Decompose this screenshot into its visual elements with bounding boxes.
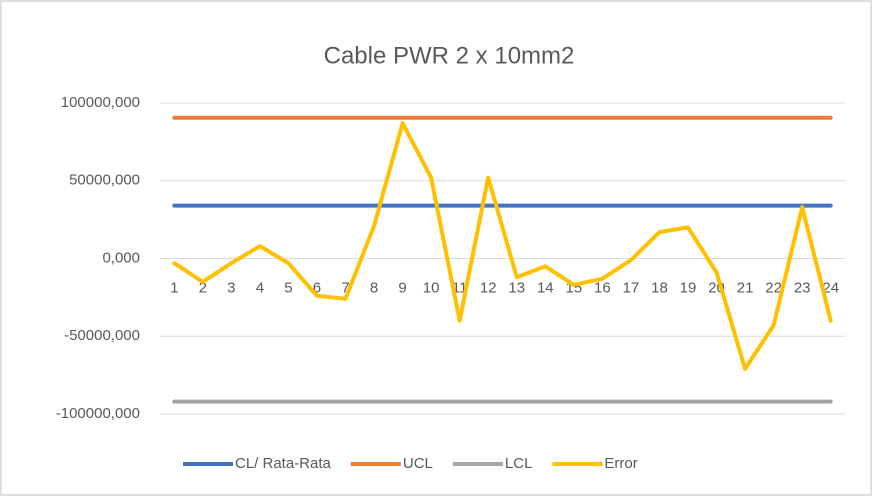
series-line	[172, 121, 833, 371]
x-tick-label: 10	[423, 279, 440, 296]
y-tick-label: 100000,000	[61, 94, 140, 111]
x-tick-label: 6	[313, 279, 321, 296]
x-tick-label: 22	[765, 279, 782, 296]
x-tick-label: 23	[794, 279, 811, 296]
x-tick-label: 24	[822, 279, 839, 296]
x-tick-label: 13	[508, 279, 525, 296]
x-tick-label: 7	[341, 279, 349, 296]
x-tick-label: 1	[170, 279, 178, 296]
y-tick-label: -50000,000	[64, 327, 140, 344]
y-tick-label: 50000,000	[69, 172, 140, 189]
legend-label: Error	[604, 455, 637, 472]
legend-label: LCL	[505, 455, 533, 472]
legend-label: CL/ Rata-Rata	[235, 455, 332, 472]
x-tick-label: 14	[537, 279, 554, 296]
y-tick-label: -100000,000	[56, 405, 140, 422]
chart-title: Cable PWR 2 x 10mm2	[324, 42, 575, 69]
x-tick-label: 9	[398, 279, 406, 296]
x-tick-label: 4	[256, 279, 264, 296]
x-tick-label: 2	[199, 279, 207, 296]
x-tick-label: 5	[284, 279, 292, 296]
x-tick-label: 8	[370, 279, 378, 296]
x-tick-label: 3	[227, 279, 235, 296]
x-tick-label: 21	[737, 279, 754, 296]
x-tick-label: 18	[651, 279, 668, 296]
legend-label: UCL	[403, 455, 433, 472]
y-tick-label: 0,000	[102, 249, 140, 266]
x-tick-label: 16	[594, 279, 611, 296]
x-tick-label: 19	[680, 279, 697, 296]
x-tick-label: 17	[623, 279, 640, 296]
x-tick-label: 12	[480, 279, 497, 296]
